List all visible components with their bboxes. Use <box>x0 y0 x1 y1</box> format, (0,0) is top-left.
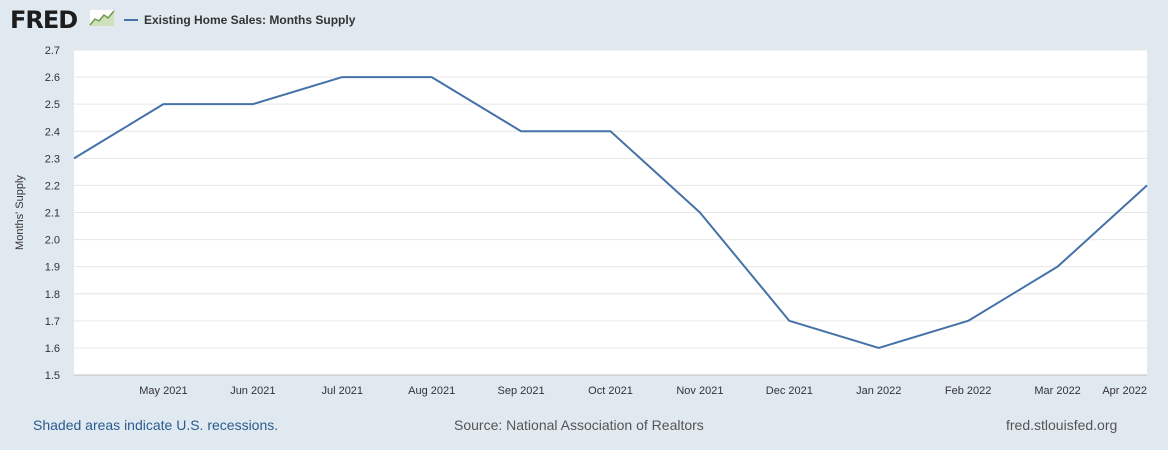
y-tick-label: 2.7 <box>45 45 60 57</box>
x-tick-label: Jun 2021 <box>230 385 275 397</box>
data-point <box>73 157 75 159</box>
fred-logo[interactable]: FRED <box>10 6 78 34</box>
y-tick-label: 1.7 <box>45 316 60 328</box>
data-point <box>878 347 880 349</box>
data-point <box>520 130 522 132</box>
y-tick-label: 2.6 <box>45 72 60 84</box>
x-tick-label: Jul 2021 <box>321 385 363 397</box>
legend-label: Existing Home Sales: Months Supply <box>144 13 356 27</box>
y-axis-title: Months' Supply <box>14 175 26 250</box>
x-tick-label: May 2021 <box>139 385 187 397</box>
data-point <box>967 320 969 322</box>
x-tick-label: Mar 2022 <box>1034 385 1080 397</box>
y-tick-label: 2.1 <box>45 208 60 220</box>
y-tick-label: 1.8 <box>45 289 60 301</box>
site-link[interactable]: fred.stlouisfed.org <box>1006 417 1118 433</box>
chart-header: FRED Existing Home Sales: Months Supply <box>0 0 1168 40</box>
data-point <box>431 76 433 78</box>
trend-line-icon <box>88 8 116 32</box>
x-tick-label: Aug 2021 <box>408 385 455 397</box>
y-tick-label: 2.2 <box>45 180 60 192</box>
legend-swatch <box>124 19 138 21</box>
x-tick-label: Sep 2021 <box>498 385 545 397</box>
data-point <box>699 212 701 214</box>
source-note: Source: National Association of Realtors <box>454 417 704 433</box>
x-tick-label: Apr 2022 <box>1102 385 1147 397</box>
y-tick-label: 2.5 <box>45 99 60 111</box>
x-tick-label: Feb 2022 <box>945 385 991 397</box>
y-tick-label: 2.3 <box>45 153 60 165</box>
x-tick-label: Dec 2021 <box>766 385 813 397</box>
data-point <box>252 103 254 105</box>
y-tick-label: 1.5 <box>45 370 60 382</box>
x-tick-label: Jan 2022 <box>856 385 901 397</box>
recessions-note[interactable]: Shaded areas indicate U.S. recessions. <box>33 417 279 433</box>
series-line <box>73 76 1148 349</box>
y-tick-label: 2.4 <box>45 126 60 138</box>
data-point <box>1057 266 1059 268</box>
data-point <box>610 130 612 132</box>
data-point <box>1146 184 1148 186</box>
legend[interactable]: Existing Home Sales: Months Supply <box>124 12 355 28</box>
y-tick-label: 1.6 <box>45 343 60 355</box>
data-point <box>341 76 343 78</box>
y-tick-label: 2.0 <box>45 235 60 247</box>
line-chart: 1.5 1.6 1.7 1.8 1.9 2.0 2.1 2.2 2.3 2.4 2.5 2.6 2.7 M… <box>14 45 1148 397</box>
x-tick-label: Oct 2021 <box>588 385 633 397</box>
data-point <box>162 103 164 105</box>
x-tick-label: Nov 2021 <box>676 385 723 397</box>
y-tick-label: 1.9 <box>45 262 60 274</box>
data-point <box>788 320 790 322</box>
